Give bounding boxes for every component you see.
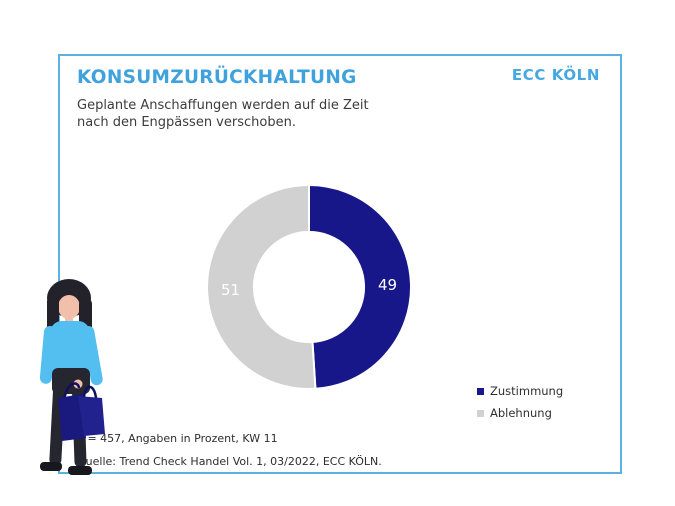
sample-note: n = 457, Angaben in Prozent, KW 11	[77, 432, 278, 445]
legend-item-ablehnung: Ablehnung	[477, 406, 563, 420]
donut-chart: 49 51	[199, 177, 419, 397]
page-title: KONSUMZURÜCKHALTUNG	[77, 67, 357, 88]
donut-slice-ablehnung	[206, 183, 317, 390]
donut-svg: 49 51	[206, 183, 412, 390]
legend-swatch-gray	[477, 409, 484, 417]
legend-label: Ablehnung	[490, 406, 552, 420]
chart-subtitle: Geplante Anschaffungen werden auf die Ze…	[77, 98, 369, 132]
donut-slice-zustimmung	[308, 183, 412, 390]
shopping-bag-icon	[78, 396, 105, 436]
legend-item-zustimmung: Zustimmung	[477, 384, 563, 398]
slice-value-label: 51	[221, 281, 240, 299]
brand-logo: ECC KÖLN	[511, 66, 600, 84]
face-icon	[58, 295, 80, 319]
subtitle-line-1: Geplante Anschaffungen werden auf die Ze…	[77, 98, 369, 113]
source-note: Quelle: Trend Check Handel Vol. 1, 03/20…	[77, 455, 382, 468]
subtitle-line-2: nach den Engpässen verschoben.	[77, 114, 296, 130]
slice-value-label: 49	[378, 276, 397, 294]
chart-card: KONSUMZURÜCKHALTUNG ECC KÖLN Geplante An…	[58, 54, 622, 474]
shopper-illustration	[39, 279, 105, 475]
legend-swatch-navy	[477, 387, 484, 395]
chart-legend: Zustimmung Ablehnung	[477, 384, 563, 428]
shopping-bag-icon	[58, 394, 86, 441]
legend-label: Zustimmung	[490, 384, 564, 398]
